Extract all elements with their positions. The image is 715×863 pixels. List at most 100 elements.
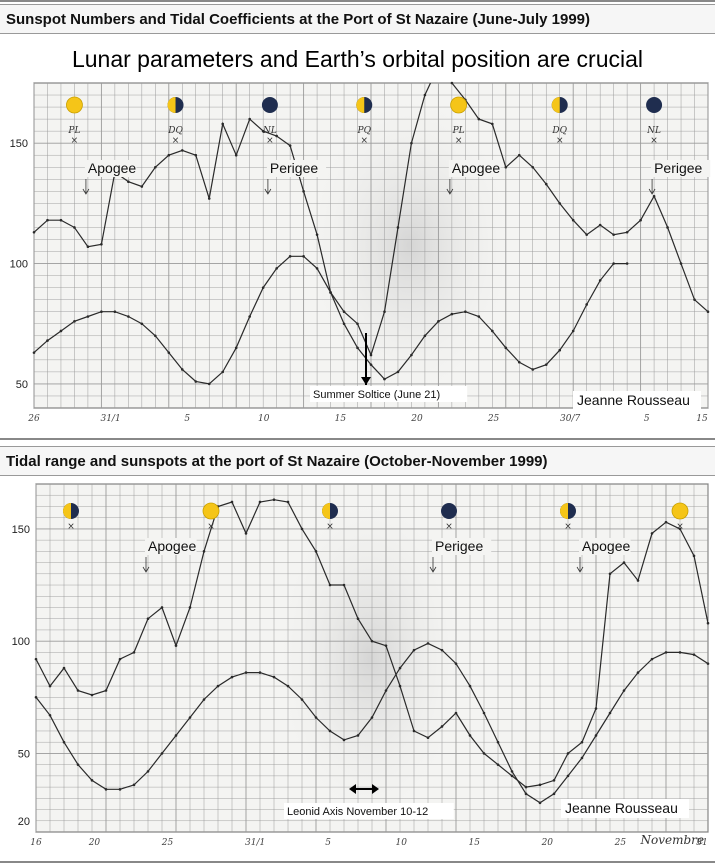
series-point-2 (650, 657, 654, 661)
annotation-arrowhead (429, 566, 437, 573)
quarter-moon-light-icon (356, 97, 365, 113)
series-point-2 (342, 322, 346, 326)
x-tick-label: 30/7 (560, 414, 580, 424)
x-tick-label: 20 (541, 838, 554, 848)
series-point-1 (300, 527, 304, 531)
y-tick-label: 150 (12, 524, 30, 536)
series-point-1 (328, 583, 332, 587)
series-point-1 (477, 117, 481, 121)
x-tick-label: 16 (30, 838, 42, 848)
series-point-2 (598, 279, 602, 282)
series-point-2 (423, 334, 427, 338)
quarter-moon-light-icon (167, 97, 176, 113)
series-point-1 (202, 550, 206, 553)
new-moon-icon (261, 97, 278, 113)
series-point-1 (558, 202, 562, 205)
x-axis-note: Novembre (639, 833, 704, 847)
moon-phase-icon (167, 97, 184, 113)
series-point-2 (73, 320, 76, 323)
series-point-2 (221, 370, 225, 374)
series-point-2 (440, 648, 444, 652)
moon-phase-icon (551, 97, 568, 113)
series-point-1 (356, 322, 359, 326)
series-point-1 (34, 657, 38, 661)
x-tick-label: 31/1 (245, 838, 265, 848)
series-point-2 (32, 351, 36, 354)
series-point-2 (248, 315, 251, 318)
annotation-arrowhead (82, 188, 90, 195)
series-point-2 (59, 329, 63, 333)
series-point-2 (558, 348, 562, 352)
series-point-2 (300, 698, 304, 701)
moon-phase-mark: × (564, 522, 572, 532)
series-point-1 (100, 242, 103, 246)
series-point-1 (167, 153, 171, 157)
series-point-1 (384, 644, 388, 647)
series-point-1 (524, 785, 528, 789)
moon-phase-icon (450, 96, 468, 114)
full-moon-icon (202, 502, 220, 520)
series-point-1 (62, 666, 66, 670)
annotation-bg (448, 160, 501, 177)
series-point-2 (272, 675, 276, 679)
full-moon-icon (671, 502, 689, 520)
series-point-2 (48, 713, 52, 717)
grid (35, 483, 709, 833)
moon-phase-label: PQ (357, 126, 372, 136)
series-point-2 (34, 695, 38, 699)
series-point-1 (454, 711, 458, 715)
series-point-2 (370, 716, 374, 719)
series-point-2 (174, 734, 178, 737)
credit-bg (561, 799, 689, 818)
event-label-bg (310, 386, 468, 402)
annotation-arrowhead (142, 566, 150, 573)
annotation-label: Apogee (148, 538, 196, 554)
series-point-1 (426, 736, 430, 740)
series-point-2 (450, 312, 454, 316)
annotation-bg (432, 538, 492, 555)
series-point-2 (426, 642, 430, 645)
series-point-2 (127, 315, 130, 318)
series-point-1 (275, 134, 278, 138)
moon-phase-icon (322, 503, 338, 519)
moon-phase-mark: × (326, 522, 334, 532)
series-point-2 (612, 262, 615, 265)
series-point-2 (580, 756, 584, 760)
moon-phase-mark: × (556, 136, 564, 146)
annotation-label: Apogee (88, 160, 136, 176)
new-moon-icon (441, 503, 457, 519)
series-point-1 (248, 117, 251, 121)
x-tick-label: 20 (88, 838, 101, 848)
series-point-1 (90, 693, 94, 697)
series-point-1 (272, 498, 276, 502)
series-point-2 (328, 729, 332, 733)
annotation-bg (651, 160, 711, 177)
series-point-1 (517, 153, 521, 157)
series-point-1 (370, 639, 374, 643)
series-point-2 (437, 320, 440, 323)
series-point-1 (160, 606, 164, 609)
moon-phase-icon (66, 96, 83, 114)
series-point-2 (410, 353, 413, 357)
quarter-moon-light-icon (63, 503, 71, 519)
annotation-label: Apogee (452, 160, 500, 176)
series-point-2 (482, 711, 486, 715)
series-point-1 (652, 194, 656, 198)
series-point-1 (261, 129, 265, 133)
quarter-moon-light-icon (322, 503, 330, 519)
series-point-1 (412, 729, 416, 733)
moon-phase-mark: × (445, 522, 453, 532)
series-point-2 (216, 684, 220, 688)
event-arrowhead-left (349, 784, 356, 794)
x-tick-label: 25 (161, 838, 174, 848)
x-tick-label: 15 (696, 414, 708, 424)
series-point-2 (517, 360, 521, 364)
series-point-1 (86, 245, 90, 249)
series-point-2 (524, 792, 528, 796)
series-point-2 (314, 716, 318, 719)
series-point-2 (464, 310, 467, 314)
series-point-1 (410, 141, 413, 145)
moon-phase-icon (646, 97, 663, 113)
series-point-1 (510, 774, 514, 778)
